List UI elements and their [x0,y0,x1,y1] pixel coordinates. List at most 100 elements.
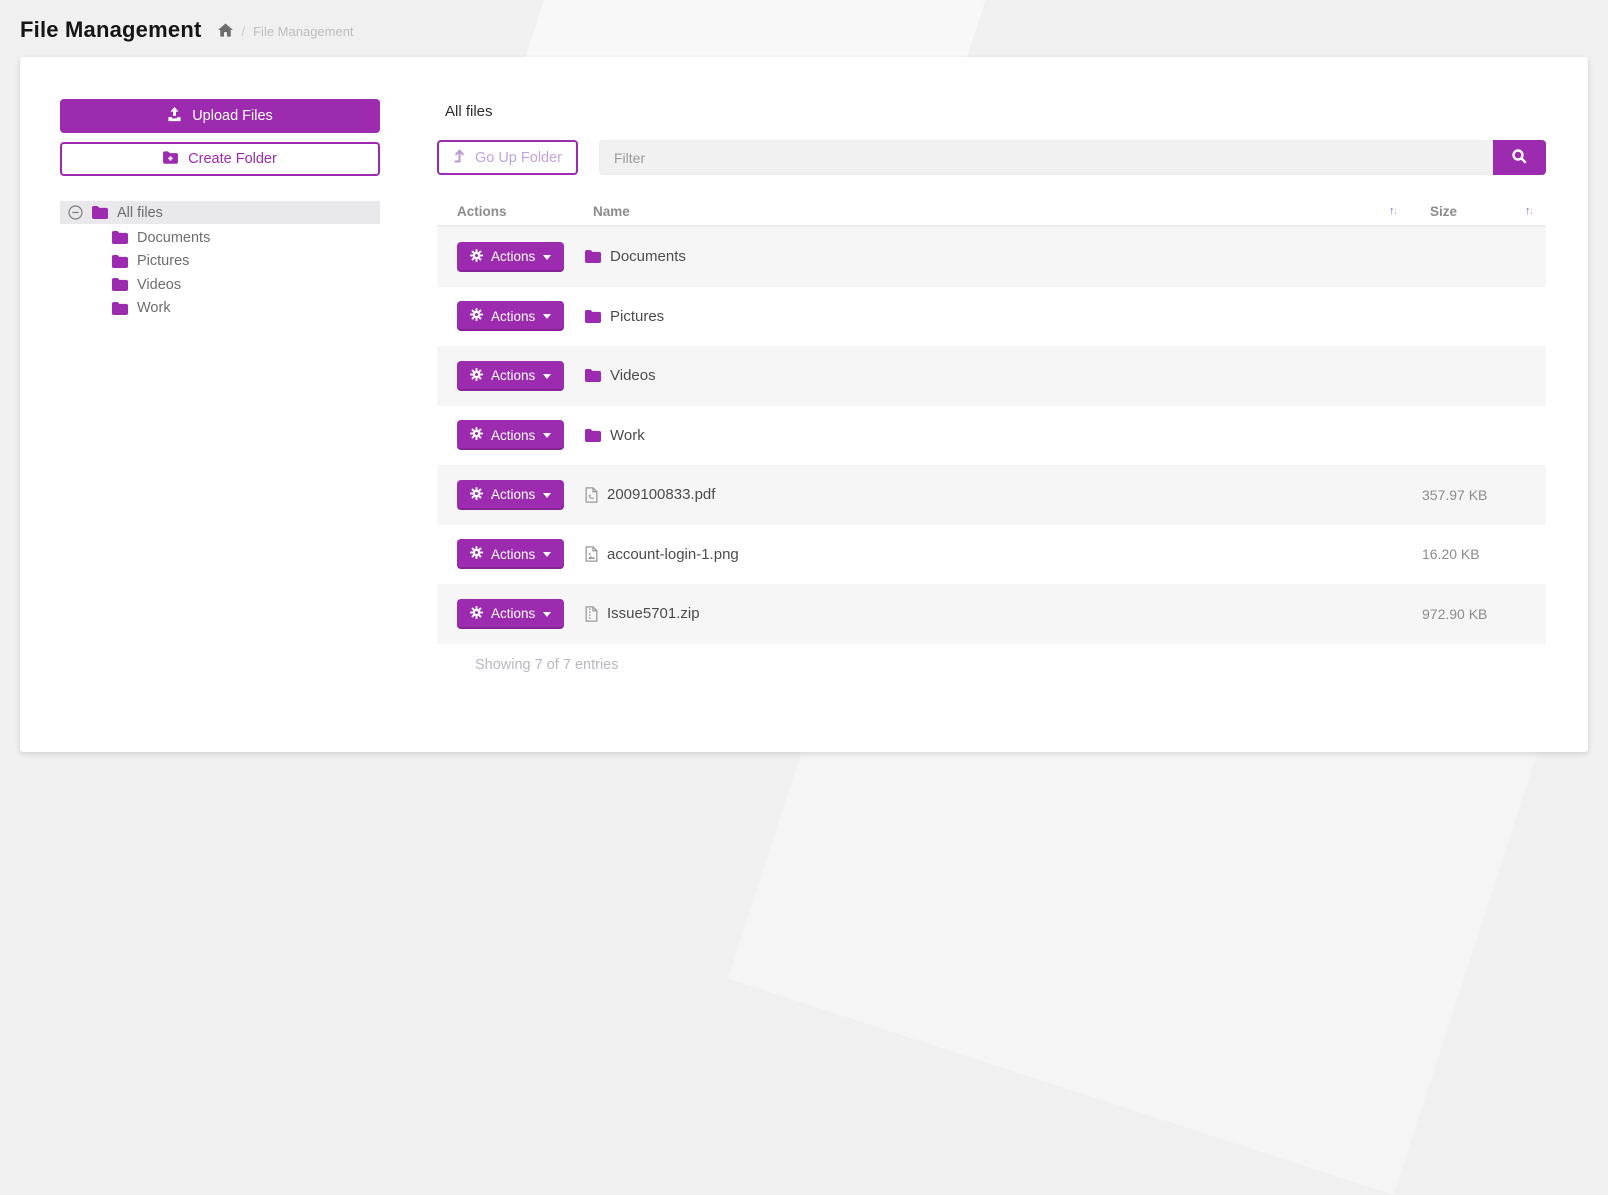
caret-down-icon [543,254,552,260]
item-name: Pictures [610,307,665,325]
archive-file-icon [585,605,598,622]
tree-item-label: Work [137,300,171,317]
gear-icon [470,605,483,622]
folder-icon [112,301,128,315]
item-name: Documents [610,248,686,266]
table-row: Actions Issue5701.zip 972.90 KB [437,584,1546,644]
row-actions-button[interactable]: Actions [457,301,565,332]
item-size: 16.20 KB [1422,546,1480,563]
item-name: account-login-1.png [607,545,739,563]
filter-group [599,140,1546,175]
image-file-icon [585,546,598,563]
row-actions-button[interactable]: Actions [457,360,565,391]
collapse-minus-circle-icon[interactable] [68,205,83,220]
main-panel: All files Go Up Folder Actions Name [437,99,1546,752]
go-up-folder-button[interactable]: Go Up Folder [437,140,578,175]
create-folder-button[interactable]: Create Folder [60,142,380,176]
table-row: Actions Pictures [437,287,1546,347]
table-body: Actions Documents Actions Pictures [437,227,1546,644]
table-row: Actions account-login-1.png 16.20 KB [437,525,1546,585]
go-up-folder-label: Go Up Folder [474,149,563,166]
gear-icon [470,546,483,562]
column-header-size[interactable]: Size ↑↓ [1430,203,1534,219]
upload-files-label: Upload Files [192,108,273,124]
search-button[interactable] [1493,140,1546,175]
entries-count: Showing 7 of 7 entries [475,656,619,673]
item-name-cell[interactable]: Documents [573,248,1410,265]
item-name-cell[interactable]: Work [573,427,1410,444]
caret-down-icon [543,492,552,498]
folder-icon [112,231,128,245]
actions-cell: Actions [437,539,573,570]
tree-item-all-files[interactable]: All files [60,201,380,224]
tree-item-label: Documents [137,229,211,246]
tree-item-pictures[interactable]: Pictures [60,250,380,274]
sidebar: Upload Files Create Folder All files Doc… [60,99,380,752]
tree-item-label: Videos [137,276,182,293]
page-header: File Management / File Management [0,0,1608,57]
row-actions-button[interactable]: Actions [457,420,565,451]
actions-cell: Actions [437,598,573,629]
row-actions-button[interactable]: Actions [457,598,565,629]
item-name: Work [610,426,645,444]
item-name-cell[interactable]: Videos [573,367,1410,384]
item-name: 2009100833.pdf [607,486,716,504]
item-name-cell[interactable]: 2009100833.pdf [573,486,1410,503]
column-header-name[interactable]: Name ↑↓ [593,203,1398,219]
folder-icon [92,206,108,219]
table-row: Actions Documents [437,227,1546,287]
gear-icon [470,308,483,324]
tree-item-work[interactable]: Work [60,297,380,321]
item-name-cell[interactable]: Pictures [573,308,1410,325]
actions-cell: Actions [437,479,573,510]
sort-icon[interactable]: ↑↓ [1525,205,1534,217]
sort-icon[interactable]: ↑↓ [1389,205,1398,217]
tree-root-label: All files [117,204,163,221]
folder-icon [585,309,601,323]
breadcrumb-current: File Management [253,24,354,39]
file-manager-card: Upload Files Create Folder All files Doc… [20,57,1588,752]
row-actions-button[interactable]: Actions [457,539,565,570]
row-actions-label: Actions [491,546,536,562]
tree-item-documents[interactable]: Documents [60,226,380,250]
row-actions-label: Actions [491,368,536,384]
row-actions-label: Actions [491,249,536,265]
current-folder-heading: All files [445,103,493,120]
table-row: Actions 2009100833.pdf 357.97 KB [437,465,1546,525]
pdf-file-icon [585,486,598,503]
upload-files-button[interactable]: Upload Files [60,99,380,133]
item-size: 357.97 KB [1422,486,1488,503]
tree-item-label: Pictures [137,253,190,270]
folder-icon [112,254,128,268]
item-size: 972.90 KB [1422,605,1488,622]
actions-cell: Actions [437,420,573,451]
home-icon[interactable] [218,23,234,40]
breadcrumb-separator: / [241,24,246,39]
upload-icon [167,106,182,126]
table-row: Actions Work [437,406,1546,466]
item-name: Issue5701.zip [607,605,700,623]
folder-icon [112,278,128,292]
caret-down-icon [543,373,552,379]
breadcrumb: / File Management [218,20,354,40]
files-table: Actions Name ↑↓ Size ↑↓ Actions [437,197,1546,644]
row-actions-button[interactable]: Actions [457,479,565,510]
row-actions-label: Actions [491,606,536,622]
gear-icon [470,486,483,503]
folder-tree: All files Documents Pictures Videos Work [60,201,380,320]
filter-input[interactable] [599,140,1493,175]
item-name: Videos [610,367,656,385]
row-actions-button[interactable]: Actions [457,241,565,272]
folder-icon [585,369,601,383]
caret-down-icon [543,611,552,617]
item-name-cell[interactable]: account-login-1.png [573,546,1410,563]
gear-icon [470,248,483,265]
actions-cell: Actions [437,301,573,332]
search-icon [1511,148,1528,168]
gear-icon [470,427,483,443]
gear-icon [470,367,483,384]
folder-plus-icon [163,150,179,168]
tree-item-videos[interactable]: Videos [60,273,380,297]
row-actions-label: Actions [491,308,536,324]
item-name-cell[interactable]: Issue5701.zip [573,605,1410,622]
